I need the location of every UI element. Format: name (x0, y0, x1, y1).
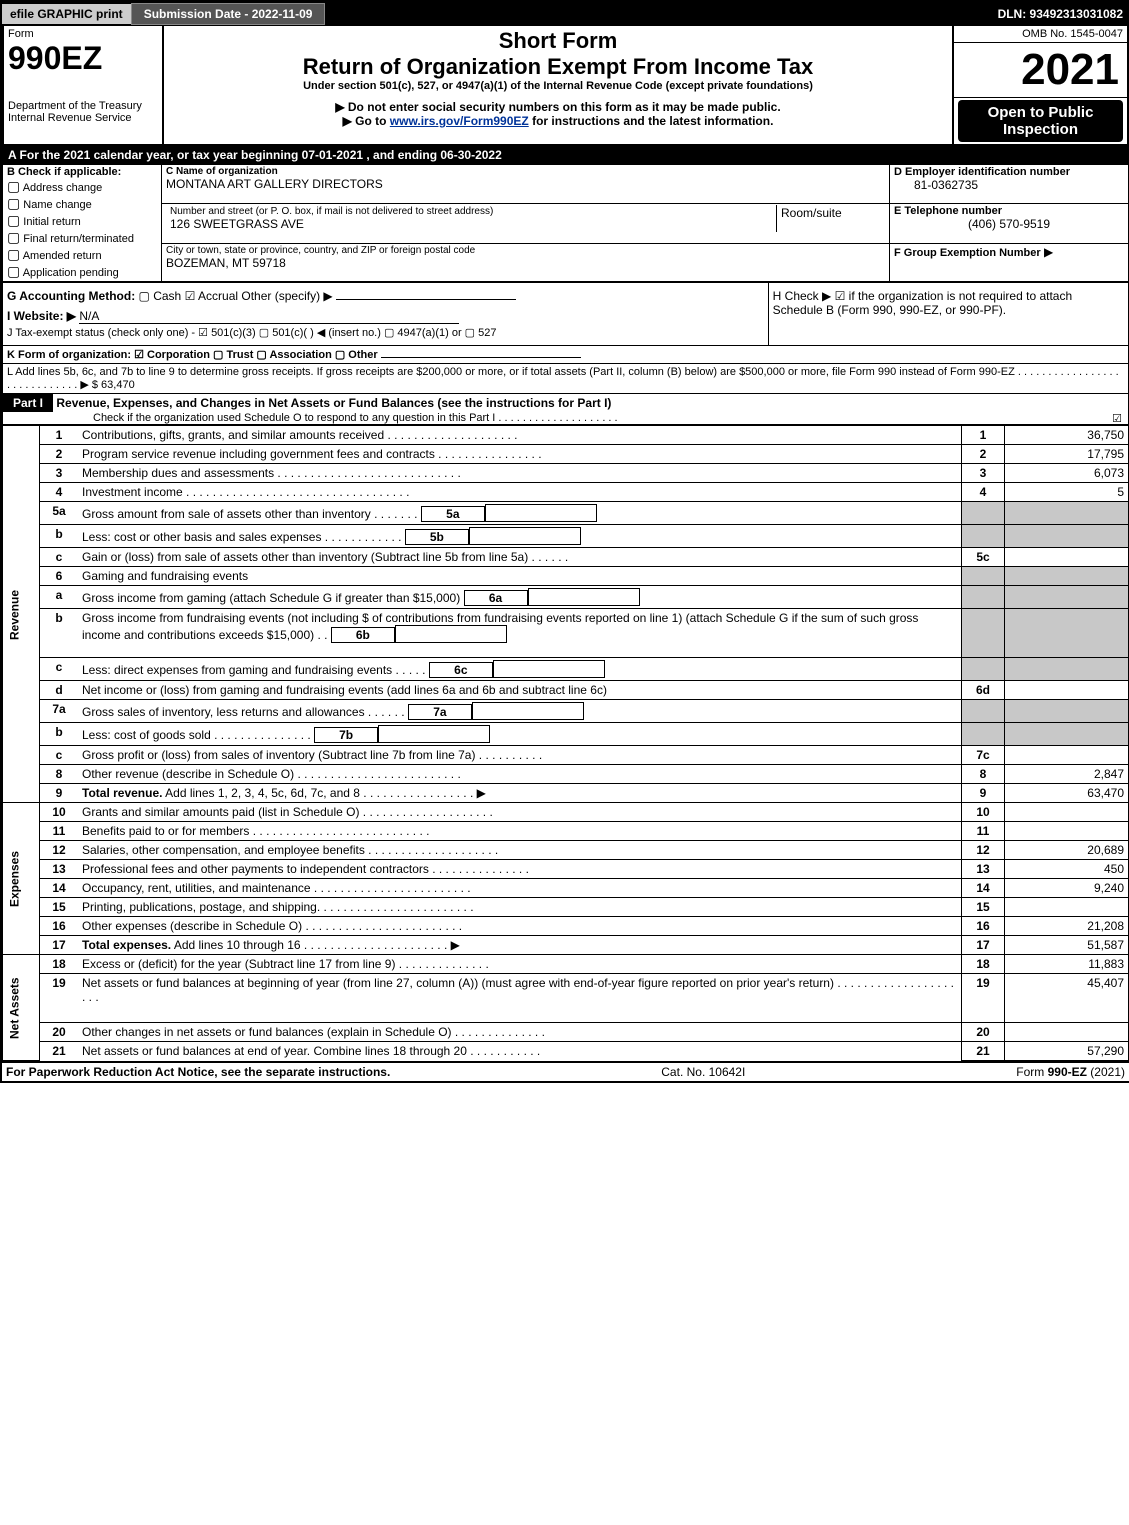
line-row-13: 13Professional fees and other payments t… (3, 860, 1129, 879)
line-row-5a: 5aGross amount from sale of assets other… (3, 502, 1129, 525)
line-row-7c: cGross profit or (loss) from sales of in… (3, 746, 1129, 765)
line-row-2: 2Program service revenue including gover… (3, 445, 1129, 464)
d-ein-label: D Employer identification number (894, 166, 1124, 178)
chk-initial[interactable]: ▢ Initial return (7, 212, 157, 229)
chk-pending[interactable]: ▢ Application pending (7, 263, 157, 280)
dln-label: DLN: 93492313031082 (992, 7, 1129, 21)
website-value: N/A (79, 309, 459, 324)
org-name: MONTANA ART GALLERY DIRECTORS (166, 177, 885, 191)
efile-print-button[interactable]: efile GRAPHIC print (2, 4, 131, 24)
return-title: Return of Organization Exempt From Incom… (168, 54, 948, 80)
g-accrual[interactable]: ☑ Accrual (185, 289, 238, 303)
line-row-3: 3Membership dues and assessments . . . .… (3, 464, 1129, 483)
chk-final[interactable]: ▢ Final return/terminated (7, 229, 157, 246)
goto-wrapper: ▶ Go to www.irs.gov/Form990EZ for instru… (168, 114, 948, 128)
part-i-checkbox[interactable]: ☑ (1112, 412, 1128, 425)
open-public-badge: Open to Public Inspection (958, 100, 1123, 142)
goto-post: for instructions and the latest informat… (532, 114, 773, 128)
footer-mid: Cat. No. 10642I (661, 1065, 745, 1079)
form-container: efile GRAPHIC print Submission Date - 20… (0, 0, 1129, 1083)
g-label: G Accounting Method: (7, 289, 135, 303)
line-row-15: 15Printing, publications, postage, and s… (3, 898, 1129, 917)
ghijk-block: G Accounting Method: ▢ Cash ☑ Accrual Ot… (2, 282, 1129, 346)
e-phone-label: E Telephone number (894, 205, 1124, 217)
line-row-21: 21Net assets or fund balances at end of … (3, 1042, 1129, 1061)
short-form-title: Short Form (168, 28, 948, 54)
f-group-label: F Group Exemption Number (894, 247, 1041, 259)
c-street-label: Number and street (or P. O. box, if mail… (170, 206, 772, 217)
line-row-b: bGross income from fundraising events (n… (3, 609, 1129, 658)
street-value: 126 SWEETGRASS AVE (170, 217, 772, 231)
omb-number: OMB No. 1545-0047 (953, 26, 1128, 43)
irs-link[interactable]: www.irs.gov/Form990EZ (390, 114, 529, 128)
c-city-label: City or town, state or province, country… (166, 245, 885, 256)
header-table: Form 990EZ Short Form Return of Organiza… (2, 26, 1129, 146)
chk-amended[interactable]: ▢ Amended return (7, 246, 157, 263)
c-name-label: C Name of organization (166, 166, 885, 177)
footer: For Paperwork Reduction Act Notice, see … (2, 1061, 1129, 1081)
line-j: J Tax-exempt status (check only one) - ☑… (7, 326, 764, 339)
line-row-19: 19Net assets or fund balances at beginni… (3, 974, 1129, 1023)
line-row-6: 6Gaming and fundraising events (3, 567, 1129, 586)
part-i-header: Part I Revenue, Expenses, and Changes in… (2, 394, 1129, 425)
line-row-16: 16Other expenses (describe in Schedule O… (3, 917, 1129, 936)
form-number: 990EZ (8, 40, 158, 77)
line-row-a: aGross income from gaming (attach Schedu… (3, 586, 1129, 609)
footer-right: Form 990-EZ (2021) (1016, 1065, 1125, 1079)
tax-year: 2021 (953, 43, 1128, 98)
line-row-7a: 7aGross sales of inventory, less returns… (3, 700, 1129, 723)
line-k: K Form of organization: ☑ Corporation ▢ … (2, 346, 1129, 364)
i-label: I Website: ▶ (7, 309, 76, 323)
line-l: L Add lines 5b, 6c, and 7b to line 9 to … (2, 364, 1129, 394)
side-label-revenue: Revenue (3, 426, 40, 803)
line-row-14: 14Occupancy, rent, utilities, and mainte… (3, 879, 1129, 898)
lines-table: Revenue1Contributions, gifts, grants, an… (2, 425, 1129, 1061)
line-row-11: 11Benefits paid to or for members . . . … (3, 822, 1129, 841)
chk-name[interactable]: ▢ Name change (7, 195, 157, 212)
line-row-10: Expenses10Grants and similar amounts pai… (3, 803, 1129, 822)
line-row-12: 12Salaries, other compensation, and empl… (3, 841, 1129, 860)
f-arrow: ▶ (1044, 245, 1053, 259)
irs-label: Internal Revenue Service (8, 112, 158, 124)
submission-date-button[interactable]: Submission Date - 2022-11-09 (131, 3, 326, 25)
line-h: H Check ▶ ☑ if the organization is not r… (768, 283, 1128, 346)
goto-pre: ▶ Go to (343, 114, 390, 128)
line-row-1: Revenue1Contributions, gifts, grants, an… (3, 426, 1129, 445)
no-ssn-note: ▶ Do not enter social security numbers o… (168, 100, 948, 114)
line-row-17: 17Total expenses. Add lines 10 through 1… (3, 936, 1129, 955)
city-value: BOZEMAN, MT 59718 (166, 256, 885, 270)
line-row-4: 4Investment income . . . . . . . . . . .… (3, 483, 1129, 502)
line-a: A For the 2021 calendar year, or tax yea… (2, 146, 1129, 164)
line-row-b: bLess: cost or other basis and sales exp… (3, 525, 1129, 548)
chk-address[interactable]: ▢ Address change (7, 178, 157, 195)
identity-table: B Check if applicable: ▢ Address change … (2, 164, 1129, 282)
ein-value: 81-0362735 (894, 178, 1124, 192)
line-row-9: 9Total revenue. Add lines 1, 2, 3, 4, 5c… (3, 784, 1129, 803)
under-section: Under section 501(c), 527, or 4947(a)(1)… (168, 80, 948, 92)
part-i-title: Revenue, Expenses, and Changes in Net As… (56, 396, 611, 410)
footer-left: For Paperwork Reduction Act Notice, see … (6, 1065, 390, 1079)
line-row-6d: dNet income or (loss) from gaming and fu… (3, 681, 1129, 700)
top-bar: efile GRAPHIC print Submission Date - 20… (2, 2, 1129, 26)
line-row-c: cLess: direct expenses from gaming and f… (3, 658, 1129, 681)
phone-value: (406) 570-9519 (894, 217, 1124, 231)
g-other[interactable]: Other (specify) ▶ (241, 289, 332, 303)
form-word: Form (8, 28, 158, 40)
side-label-expenses: Expenses (3, 803, 40, 955)
room-suite-label: Room/suite (777, 205, 886, 232)
side-label-net-assets: Net Assets (3, 955, 40, 1061)
part-i-check-text: Check if the organization used Schedule … (93, 412, 618, 424)
line-row-18: Net Assets18Excess or (deficit) for the … (3, 955, 1129, 974)
g-cash[interactable]: ▢ Cash (139, 289, 182, 303)
box-b-title: B Check if applicable: (7, 166, 157, 178)
part-i-label: Part I (3, 394, 53, 412)
line-row-8: 8Other revenue (describe in Schedule O) … (3, 765, 1129, 784)
line-row-b: bLess: cost of goods sold . . . . . . . … (3, 723, 1129, 746)
line-row-20: 20Other changes in net assets or fund ba… (3, 1023, 1129, 1042)
line-row-5c: cGain or (loss) from sale of assets othe… (3, 548, 1129, 567)
dept-treasury: Department of the Treasury (8, 100, 158, 112)
